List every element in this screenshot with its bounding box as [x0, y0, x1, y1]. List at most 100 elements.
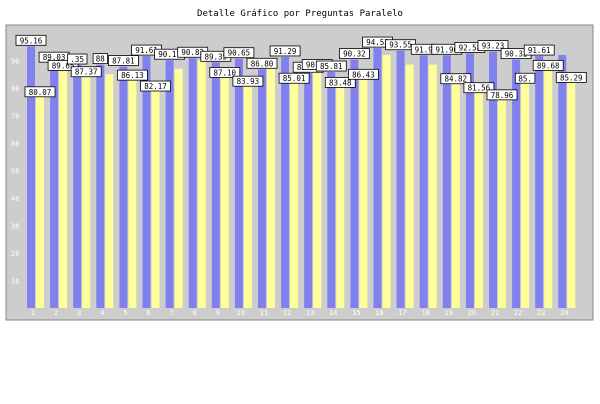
data-label: 91.61 [135, 46, 158, 55]
y-tick-label: 70 [11, 113, 19, 121]
bar-yellow [521, 74, 530, 308]
x-tick-label: 23 [537, 309, 545, 317]
data-label-box [108, 55, 139, 66]
data-label-box [463, 82, 495, 94]
bar-yellow [498, 90, 506, 308]
data-label: 89.65 [52, 61, 75, 70]
x-tick-label: 16 [375, 309, 383, 317]
x-tick-label: 1 [31, 309, 35, 317]
data-label: 85.81 [320, 62, 343, 71]
data-label: 90.32 [343, 50, 366, 59]
x-tick-label: 11 [260, 309, 268, 317]
bar-blue [96, 64, 105, 308]
data-label-box [555, 72, 587, 83]
data-label-box [440, 73, 472, 85]
bar-yellow [174, 68, 183, 308]
bar-blue [535, 56, 544, 309]
bar-yellow [243, 77, 252, 308]
data-label: 93.55 [389, 41, 412, 50]
data-label: 91.9 [415, 45, 433, 54]
x-tick-label: 8 [193, 309, 197, 317]
data-label: 87.10 [214, 68, 237, 77]
bar-blue [142, 56, 151, 309]
bar-yellow [220, 68, 229, 308]
data-label: 95.16 [20, 36, 43, 45]
x-tick-label: 2 [54, 309, 58, 317]
x-tick-label: 6 [146, 309, 150, 317]
x-tick-label: 18 [421, 309, 429, 317]
bar-yellow [128, 71, 137, 308]
data-label-box [246, 57, 278, 69]
data-label-box [278, 72, 310, 84]
bar-blue [558, 55, 567, 308]
data-label: 86.43 [352, 70, 375, 79]
data-label: 86.13 [121, 71, 144, 80]
data-label-box [315, 60, 347, 72]
data-label-box [477, 40, 509, 52]
y-tick-label: 10 [11, 278, 19, 286]
x-tick-label: 5 [123, 309, 127, 317]
data-label: 83.48 [329, 78, 352, 87]
data-label: 83.93 [237, 77, 260, 86]
bar-yellow [428, 64, 437, 308]
chart-title: Detalle Gráfico por Preguntas Paralelo [197, 9, 403, 19]
data-label: 85. [518, 74, 532, 83]
bar-blue [281, 56, 290, 308]
y-tick-label: 50 [11, 168, 19, 176]
data-label: 80.07 [29, 88, 52, 97]
data-label: 90.82 [181, 48, 204, 57]
x-tick-label: 21 [491, 309, 499, 317]
bar-blue [350, 59, 359, 309]
bar-blue [442, 55, 451, 309]
bar-blue [234, 58, 243, 309]
data-label-box [324, 77, 356, 88]
data-label: 89.03 [43, 53, 66, 62]
bar-yellow [544, 61, 553, 308]
bar-yellow [451, 74, 460, 309]
data-label: 82.17 [144, 82, 167, 91]
data-label-box [223, 47, 255, 59]
data-label: 89.68 [537, 61, 560, 70]
y-tick-label: 20 [11, 250, 19, 258]
y-tick-label: 80 [11, 85, 19, 93]
bar-yellow [197, 60, 206, 308]
data-label-box [24, 86, 56, 98]
bar-yellow [405, 64, 414, 308]
data-label-box [532, 59, 564, 71]
bar-yellow [474, 83, 483, 309]
data-label-box [117, 69, 148, 81]
x-axis: 1 2 3 4 5 6 7 8 9 10 11 12 13 14 15 16 17 18 19 20 21 22 23 24 [31, 309, 569, 317]
bar-yellow [59, 61, 68, 309]
data-label: .35 [70, 55, 84, 64]
x-tick-label: 12 [283, 309, 291, 317]
bar-yellow [82, 67, 91, 308]
bar-blue [211, 62, 220, 308]
data-label-box [47, 60, 79, 71]
bar-blue [373, 48, 382, 308]
bar-blue [419, 55, 428, 309]
bar-yellow [359, 70, 368, 308]
data-label: 88 [96, 55, 106, 64]
x-tick-label: 9 [216, 309, 220, 317]
x-tick-label: 24 [560, 309, 568, 317]
bar-yellow [36, 87, 44, 309]
bar-yellow [267, 64, 275, 308]
data-label: 85.01 [283, 74, 306, 83]
x-tick-label: 4 [100, 309, 104, 317]
data-label: 85.29 [560, 73, 583, 82]
data-label: 84.82 [445, 75, 468, 84]
data-label: 90.65 [228, 49, 251, 58]
bar-yellow [336, 78, 345, 309]
bar-blue [258, 69, 266, 308]
data-label: 90.11 [158, 50, 181, 59]
x-tick-label: 10 [237, 309, 245, 317]
bar-blue [489, 51, 497, 309]
data-label-box [486, 89, 518, 101]
y-tick-label: 40 [11, 195, 19, 203]
bar-yellow [382, 55, 391, 308]
data-label: 90.32 [505, 50, 528, 59]
data-label-box [209, 67, 241, 78]
